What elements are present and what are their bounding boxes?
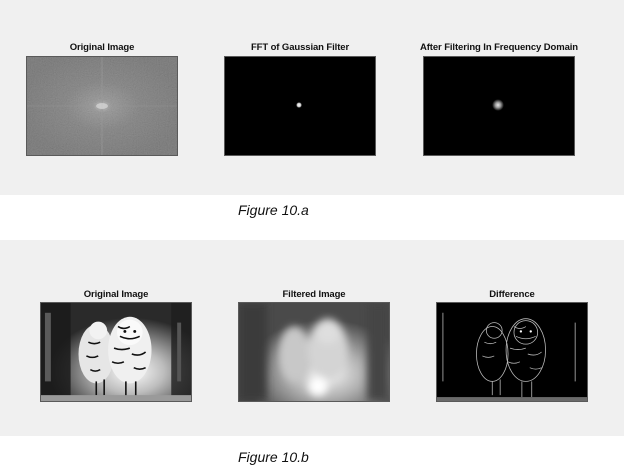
subplot-title: FFT of Gaussian Filter [250,42,350,53]
tiger-original-image [40,302,192,402]
figure-caption: Figure 10.b [238,449,309,465]
tiger-filtered-image [238,302,390,402]
tiger-difference-image [436,302,588,402]
figure-a-panel: Original Image [0,0,624,195]
figure-caption: Figure 10.a [238,202,309,218]
gaussian-filter-image [224,56,376,156]
subplot-title: Original Image [83,289,149,300]
subplot-title: After Filtering In Frequency Domain [419,42,579,53]
figure-b-panel: Original Image [0,240,624,436]
subplot-title: Difference [489,289,535,300]
subplot-title: Original Image [69,42,135,53]
filtered-spectrum-image [423,56,575,156]
subplot-title: Filtered Image [282,289,346,300]
fft-spectrum-image [26,56,178,156]
